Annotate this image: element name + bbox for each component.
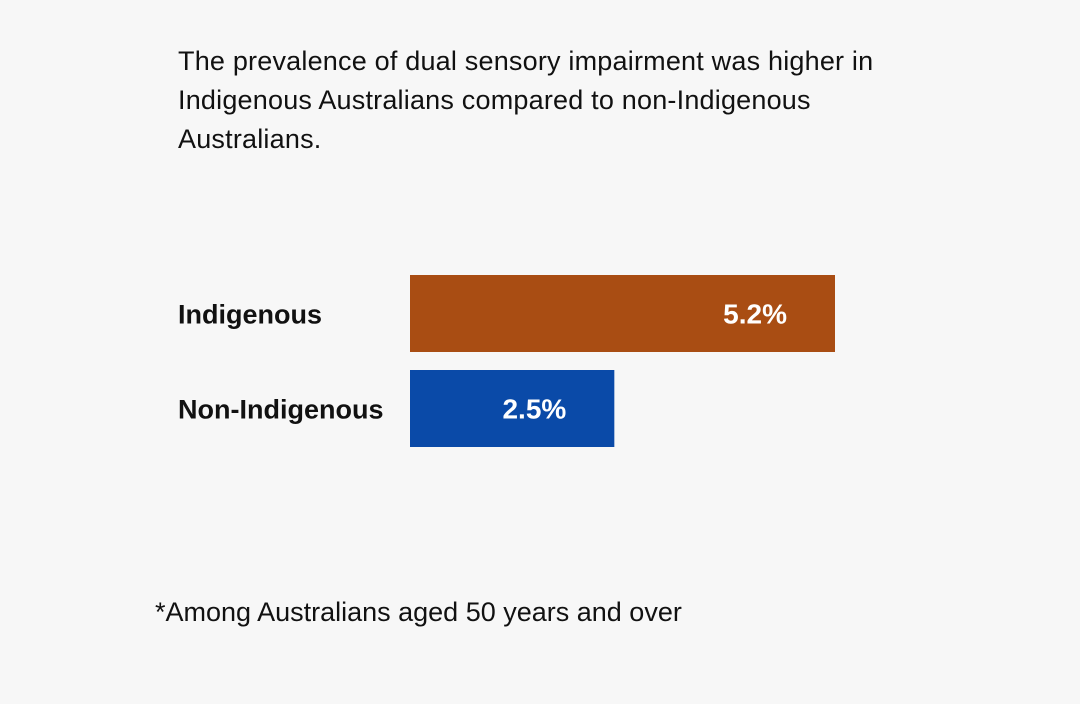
value-label-non-indigenous: 2.5% — [502, 394, 566, 425]
value-label-indigenous: 5.2% — [723, 299, 787, 330]
bar-indigenous — [410, 275, 835, 352]
footnote: *Among Australians aged 50 years and ove… — [155, 597, 682, 627]
bar-non-indigenous — [410, 370, 615, 447]
category-label-non-indigenous: Non-Indigenous — [178, 395, 383, 425]
chart-headline: The prevalence of dual sensory impairmen… — [178, 46, 874, 154]
category-label-indigenous: Indigenous — [178, 300, 322, 330]
